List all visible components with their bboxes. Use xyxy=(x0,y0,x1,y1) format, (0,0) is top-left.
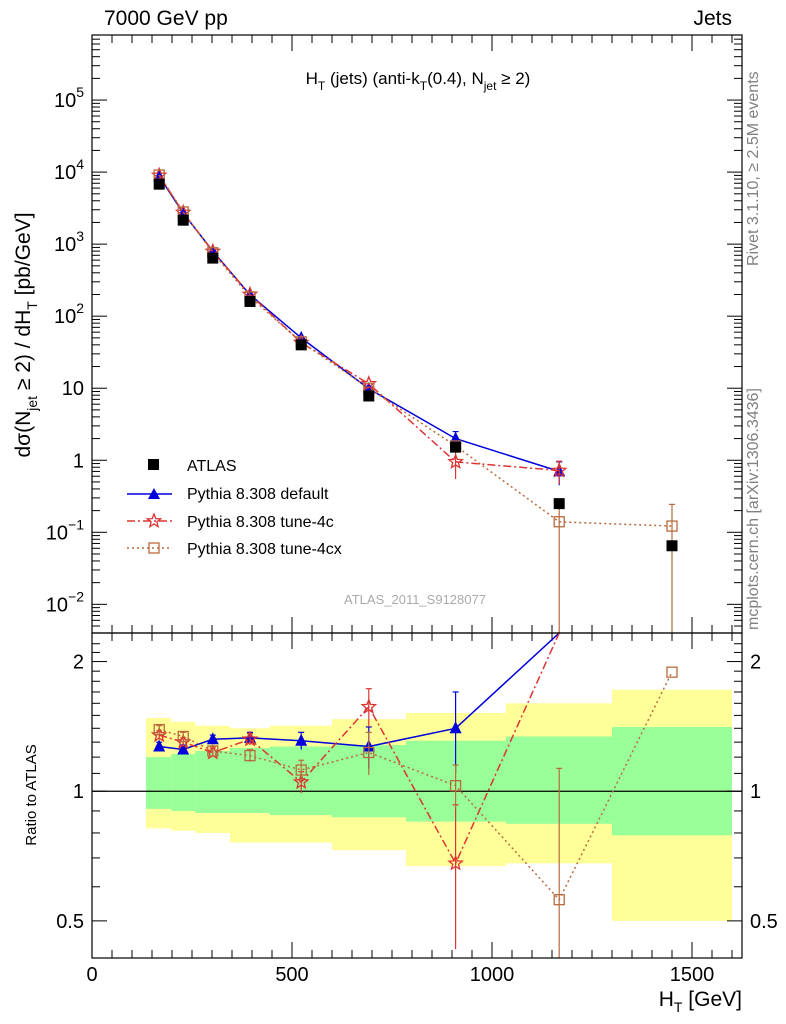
marker-atlas xyxy=(177,214,189,226)
ratio-y-tick-label-right: 1 xyxy=(750,781,761,803)
y-tick-label: 103 xyxy=(54,228,84,256)
series-line-tune4cx xyxy=(158,671,673,902)
ratio-bands xyxy=(146,689,732,921)
ratio-y-tick-label-right: 2 xyxy=(750,652,761,674)
legend-label-atlas: ATLAS xyxy=(187,458,237,475)
main-plot-area xyxy=(150,166,678,633)
marker-atlas xyxy=(244,295,256,307)
uncertainty-band-inner xyxy=(612,726,732,836)
marker-tune4cx xyxy=(553,894,565,906)
legend-marker-default xyxy=(148,488,160,499)
marker-tune4cx xyxy=(666,520,678,532)
ratio-y-tick-label: 0.5 xyxy=(56,911,84,933)
y-tick-label: 105 xyxy=(54,84,84,112)
marker-tune4cx xyxy=(553,516,565,528)
main-x-axis xyxy=(91,35,733,633)
marker-tune4c xyxy=(360,698,378,714)
legend-marker-tune4cx xyxy=(148,542,160,554)
marker-tune4cx xyxy=(295,764,307,776)
legend-label-default: Pythia 8.308 default xyxy=(187,486,329,503)
main-ylabel: dσ(Njet ≥ 2) / dHT [pb/GeV] xyxy=(12,212,40,457)
marker-atlas xyxy=(450,441,462,453)
marker-default xyxy=(295,733,308,746)
ratio-frame xyxy=(91,632,743,959)
y-tick-label: 1 xyxy=(73,450,84,472)
marker-atlas xyxy=(363,390,375,402)
ratio-x-axis: 0 500 1000 1500 xyxy=(86,633,733,986)
y-tick-label: 10−2 xyxy=(46,588,84,616)
y-tick-label: 10 xyxy=(62,378,84,400)
marker-default xyxy=(177,742,190,755)
uncertainty-band-inner xyxy=(146,757,172,809)
ratio-y-axis: 0.5 0.5 1 1 2 2 xyxy=(56,643,778,933)
x-tick-label: 500 xyxy=(275,964,308,986)
legend-label-tune4c: Pythia 8.308 tune-4c xyxy=(187,514,334,531)
legend-marker-atlas xyxy=(148,459,159,470)
ratio-y-tick-label: 1 xyxy=(73,781,84,803)
series-line-default xyxy=(158,176,560,473)
marker-tune4c xyxy=(292,773,310,790)
marker-atlas xyxy=(153,178,165,190)
marker-atlas xyxy=(207,252,219,264)
y-tick-label: 104 xyxy=(54,156,84,184)
marker-atlas xyxy=(295,339,307,351)
ratio-plot-area xyxy=(150,632,678,958)
uncertainty-band-inner xyxy=(195,750,230,814)
series-line-tune4c xyxy=(158,174,560,472)
y-tick-label: 10−1 xyxy=(46,516,84,544)
marker-tune4cx xyxy=(207,745,219,757)
marker-tune4c xyxy=(550,461,568,478)
ratio-panel: 0.5 0.5 1 1 2 2 0 500 1000 1500 Ratio to ATLAS H… xyxy=(23,632,778,1015)
marker-tune4cx xyxy=(177,730,189,743)
marker-tune4c xyxy=(241,730,259,747)
header-right: Jets xyxy=(693,7,732,30)
marker-tune4cx xyxy=(244,749,256,762)
ratio-y-tick-label-right: 0.5 xyxy=(750,911,778,933)
main-y-axis: 10−2 10−1 1 10 102 103 104 105 xyxy=(46,34,742,634)
uncertainty-band-inner xyxy=(171,754,196,811)
marker-default xyxy=(449,721,462,734)
y-tick-label: 102 xyxy=(54,300,84,328)
x-tick-label: 1500 xyxy=(670,964,715,986)
marker-tune4cx xyxy=(363,746,375,759)
main-title: HT (jets) (anti-kT(0.4), Njet ≥ 2) xyxy=(306,69,531,93)
marker-atlas xyxy=(553,498,565,510)
series-line-default xyxy=(159,632,560,751)
x-tick-label: 1000 xyxy=(470,964,515,986)
marker-tune4c xyxy=(447,453,464,469)
x-tick-label: 0 xyxy=(86,964,97,986)
marker-tune4cx xyxy=(153,723,165,736)
series-line-tune4c xyxy=(158,632,560,866)
header-left: 7000 GeV pp xyxy=(104,7,228,30)
legend-marker-tune4c xyxy=(145,512,163,529)
legend: ATLAS Pythia 8.308 default Pythia 8.308 … xyxy=(127,458,342,558)
marker-tune4c xyxy=(447,854,464,871)
marker-tune4c xyxy=(360,375,378,391)
legend-label-tune4cx: Pythia 8.308 tune-4cx xyxy=(187,541,342,558)
analysis-watermark: ATLAS_2011_S9128077 xyxy=(344,592,486,607)
marker-tune4cx xyxy=(449,780,462,792)
marker-tune4cx xyxy=(666,666,678,678)
marker-default xyxy=(153,739,166,752)
ratio-ylabel: Ratio to ATLAS xyxy=(23,744,40,845)
marker-default xyxy=(206,732,219,745)
main-panel: 10−2 10−1 1 10 102 103 104 105 HT (jets) (anti-… xyxy=(12,34,743,634)
marker-atlas xyxy=(666,540,678,552)
ratio-xlabel: HT [GeV] xyxy=(659,988,742,1015)
ratio-y-tick-label: 2 xyxy=(73,652,84,674)
